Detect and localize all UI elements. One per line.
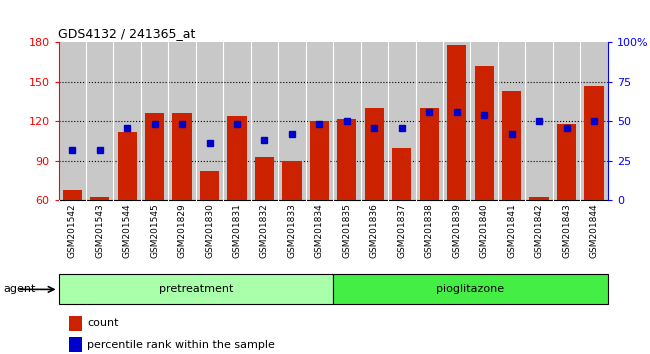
- Bar: [584, 86, 604, 200]
- Bar: [333, 274, 608, 304]
- Bar: [58, 274, 333, 304]
- Bar: [200, 171, 219, 200]
- Text: GSM201834: GSM201834: [315, 204, 324, 258]
- Text: pretreatment: pretreatment: [159, 284, 233, 295]
- Bar: [365, 108, 384, 200]
- Text: GSM201833: GSM201833: [287, 204, 296, 258]
- Text: GSM201543: GSM201543: [95, 204, 104, 258]
- Text: count: count: [87, 318, 118, 329]
- Text: GSM201844: GSM201844: [590, 204, 599, 258]
- Text: GSM201842: GSM201842: [534, 204, 543, 258]
- Bar: [310, 121, 329, 200]
- Text: GSM201843: GSM201843: [562, 204, 571, 258]
- Text: percentile rank within the sample: percentile rank within the sample: [87, 339, 275, 350]
- Text: GSM201830: GSM201830: [205, 204, 214, 258]
- Bar: [502, 91, 521, 200]
- Text: pioglitazone: pioglitazone: [436, 284, 504, 295]
- Bar: [255, 157, 274, 200]
- Text: GSM201832: GSM201832: [260, 204, 269, 258]
- Text: GSM201837: GSM201837: [397, 204, 406, 258]
- Bar: [447, 45, 466, 200]
- Text: GSM201829: GSM201829: [177, 204, 187, 258]
- Text: GSM201839: GSM201839: [452, 204, 462, 258]
- Text: GSM201542: GSM201542: [68, 204, 77, 258]
- Bar: [70, 316, 81, 331]
- Bar: [530, 198, 549, 200]
- Text: GSM201838: GSM201838: [424, 204, 434, 258]
- Bar: [474, 66, 494, 200]
- Bar: [392, 148, 411, 200]
- Bar: [90, 198, 109, 200]
- Text: GSM201840: GSM201840: [480, 204, 489, 258]
- Bar: [145, 113, 164, 200]
- Text: GDS4132 / 241365_at: GDS4132 / 241365_at: [58, 27, 196, 40]
- Bar: [118, 132, 136, 200]
- Bar: [337, 119, 356, 200]
- Text: GSM201841: GSM201841: [507, 204, 516, 258]
- Bar: [62, 189, 82, 200]
- Text: GSM201836: GSM201836: [370, 204, 379, 258]
- Bar: [172, 113, 192, 200]
- Text: GSM201835: GSM201835: [343, 204, 352, 258]
- Text: agent: agent: [3, 284, 36, 295]
- Text: GSM201545: GSM201545: [150, 204, 159, 258]
- Bar: [282, 161, 302, 200]
- Bar: [227, 116, 246, 200]
- Bar: [557, 124, 576, 200]
- Text: GSM201831: GSM201831: [233, 204, 242, 258]
- Text: GSM201544: GSM201544: [123, 204, 132, 258]
- Bar: [70, 337, 81, 352]
- Bar: [420, 108, 439, 200]
